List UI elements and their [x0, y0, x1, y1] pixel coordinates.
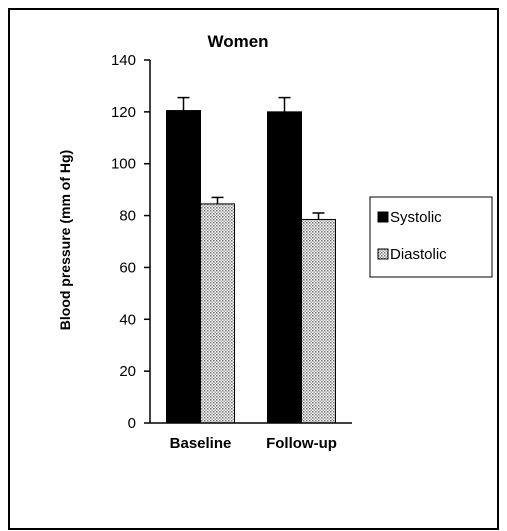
- legend-swatch-systolic: [377, 211, 389, 223]
- y-tick-label: 140: [111, 52, 136, 69]
- bar-diastolic-baseline: [200, 203, 235, 424]
- y-tick-label: 60: [119, 259, 136, 276]
- legend-box: [369, 196, 493, 278]
- bar-systolic-follow-up: [267, 111, 302, 424]
- y-tick-label: 120: [111, 104, 136, 121]
- y-tick-label: 100: [111, 156, 136, 173]
- x-category-label: Follow-up: [266, 435, 337, 452]
- x-axis: Baseline Follow-up: [150, 422, 352, 452]
- legend-swatch-diastolic: [377, 248, 389, 260]
- y-tick-label: 80: [119, 208, 136, 225]
- bar-diastolic-follow-up: [301, 218, 336, 424]
- legend-label-diastolic: Diastolic: [390, 246, 447, 263]
- y-tick-label: 40: [119, 311, 136, 328]
- y-axis-label: Blood pressure (mm of Hg): [57, 150, 73, 330]
- x-category-label: Baseline: [170, 435, 232, 452]
- y-axis: 0 20 40 60 80 100 120 140: [111, 52, 151, 432]
- chart-border: [8, 8, 499, 530]
- legend: Systolic Diastolic: [369, 196, 493, 278]
- bars: [166, 96, 336, 424]
- chart-title: Women: [207, 32, 268, 51]
- bar-systolic-baseline: [166, 110, 201, 424]
- y-tick-label: 20: [119, 363, 136, 380]
- y-tick-label: 0: [128, 415, 136, 432]
- legend-label-systolic: Systolic: [390, 209, 442, 226]
